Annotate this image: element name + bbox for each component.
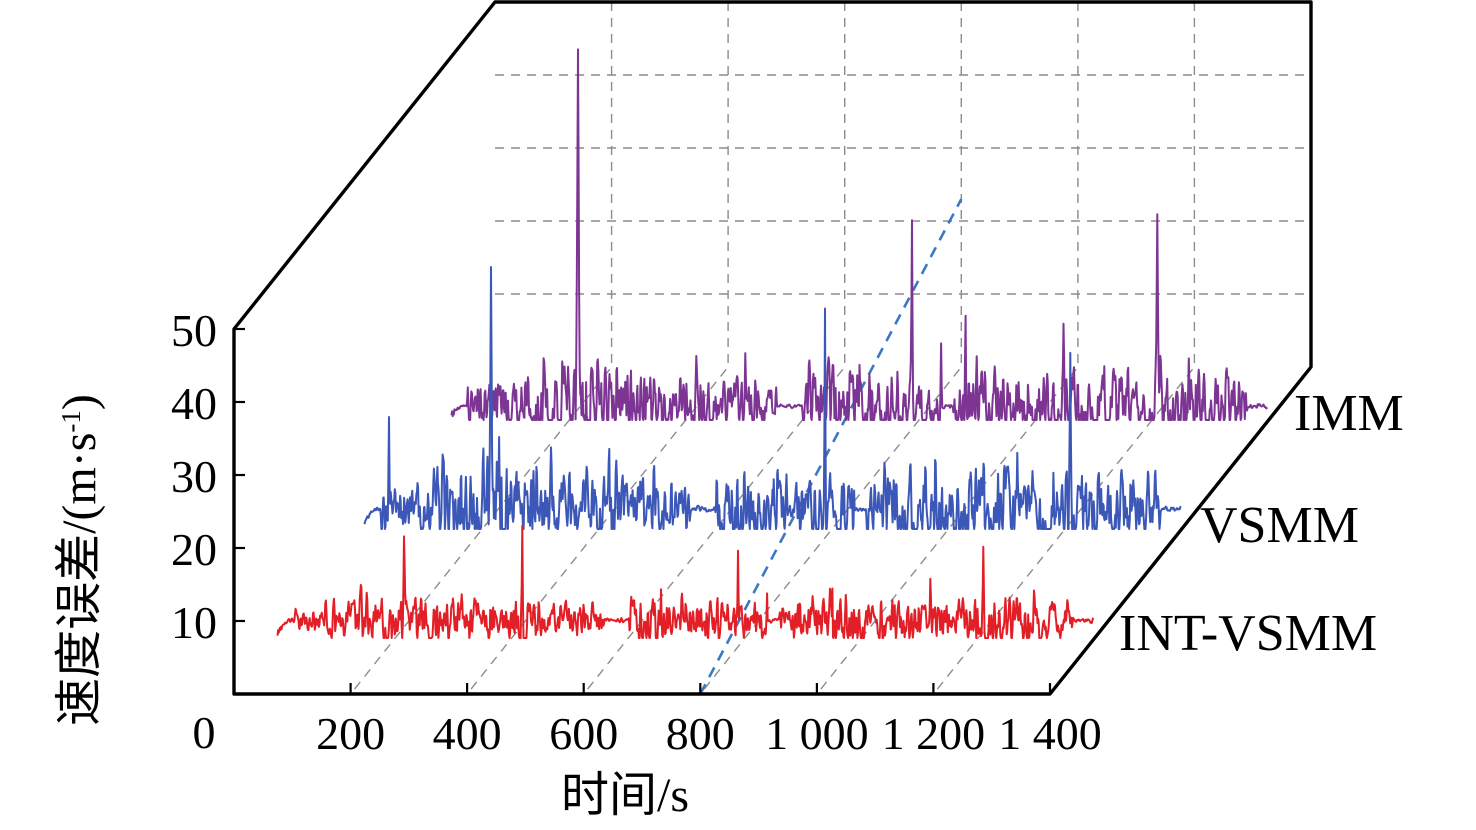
svg-text:30: 30 [171,451,217,502]
svg-text:0: 0 [193,707,216,758]
svg-text:400: 400 [433,708,502,759]
svg-text:1 400: 1 400 [998,708,1102,759]
svg-text:VSMM: VSMM [1200,497,1359,554]
svg-text:40: 40 [171,378,217,429]
svg-text:600: 600 [549,708,618,759]
svg-text:1 200: 1 200 [882,708,986,759]
svg-text:20: 20 [171,524,217,575]
svg-text:1 000: 1 000 [765,708,869,759]
svg-text:IMM: IMM [1294,385,1404,442]
svg-text:200: 200 [316,708,385,759]
svg-text:10: 10 [171,597,217,648]
svg-text:50: 50 [171,305,217,356]
svg-text:速度误差/(m·s-1): 速度误差/(m·s-1) [53,394,106,726]
svg-text:时间/s: 时间/s [561,769,689,822]
svg-text:INT-VSMM: INT-VSMM [1119,605,1377,662]
svg-text:800: 800 [666,708,735,759]
